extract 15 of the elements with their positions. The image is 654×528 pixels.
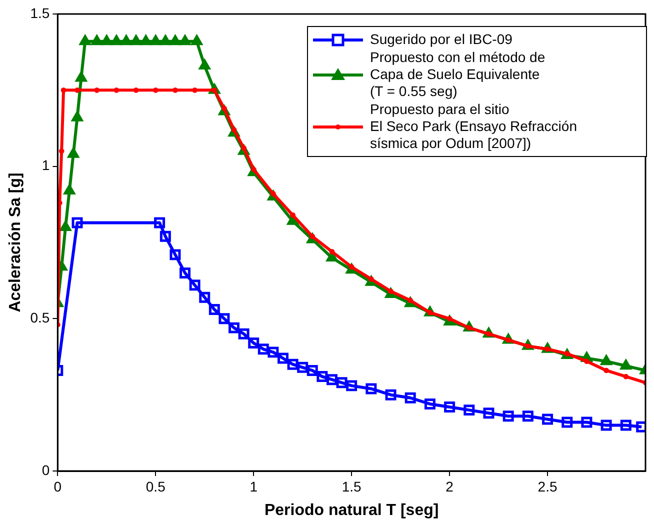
x-tick-label: 0: [54, 478, 62, 494]
x-tick-label: 2: [446, 478, 454, 494]
y-tick-label: 1: [42, 157, 50, 174]
legend-label: Propuesto con el método de Capa de Suelo Equivalente (T = 0.55 seg): [370, 49, 546, 100]
y-tick-label: 0.5: [30, 310, 50, 326]
y-tick-label: 1.5: [30, 4, 50, 21]
legend-label: Propuesto para el sitio El Seco Park (Ensayo Refracción sísmica por Odum [2007]): [370, 101, 577, 152]
x-axis-title: Periodo natural T [seg]: [264, 502, 439, 519]
y-axis-title: Aceleración Sa [g]: [7, 172, 24, 312]
x-tick-label: 2.5: [538, 478, 558, 494]
x-tick-label: 0.5: [146, 478, 166, 494]
y-tick-label: 0: [42, 462, 50, 478]
legend-label: Sugerido por el IBC-09: [370, 31, 512, 48]
x-tick-label: 1.5: [342, 478, 362, 494]
x-tick-label: 1: [250, 478, 258, 494]
